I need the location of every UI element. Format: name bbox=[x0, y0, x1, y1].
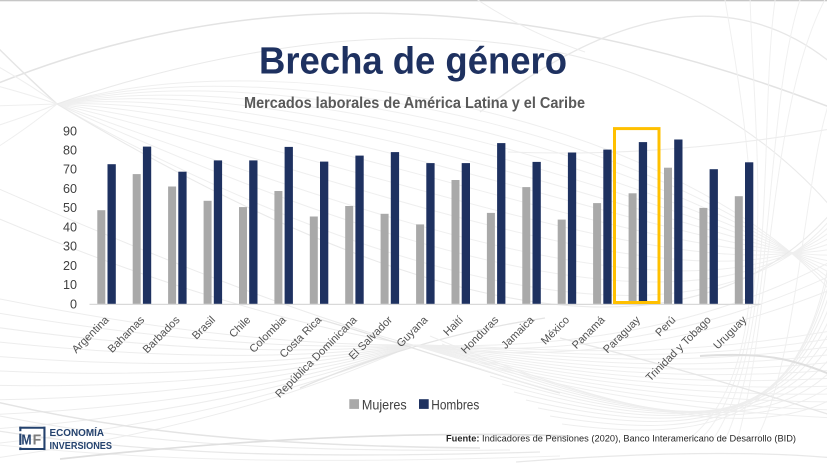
svg-text:INVERSIONES: INVERSIONES bbox=[50, 441, 113, 452]
svg-text:Mercados laborales de América: Mercados laborales de América Latina y e… bbox=[244, 95, 585, 112]
svg-text:10: 10 bbox=[63, 278, 77, 292]
svg-text:M: M bbox=[21, 432, 31, 449]
svg-text:40: 40 bbox=[63, 220, 77, 234]
svg-text:0: 0 bbox=[70, 297, 77, 311]
svg-text:30: 30 bbox=[63, 240, 77, 254]
svg-text:90: 90 bbox=[63, 124, 77, 138]
svg-text:Hombres: Hombres bbox=[431, 396, 479, 412]
svg-text:50: 50 bbox=[63, 201, 77, 215]
svg-text:F: F bbox=[33, 432, 42, 449]
svg-text:80: 80 bbox=[63, 144, 77, 158]
svg-text:ECONOMÍA: ECONOMÍA bbox=[50, 426, 105, 439]
svg-text:Brecha de género: Brecha de género bbox=[259, 40, 567, 82]
svg-text:20: 20 bbox=[63, 259, 77, 273]
svg-text:Fuente: Indicadores de Pension: Fuente: Indicadores de Pensiones (2020),… bbox=[446, 434, 796, 444]
svg-text:Mujeres: Mujeres bbox=[362, 396, 407, 412]
svg-text:70: 70 bbox=[63, 163, 77, 177]
svg-text:60: 60 bbox=[63, 182, 77, 196]
